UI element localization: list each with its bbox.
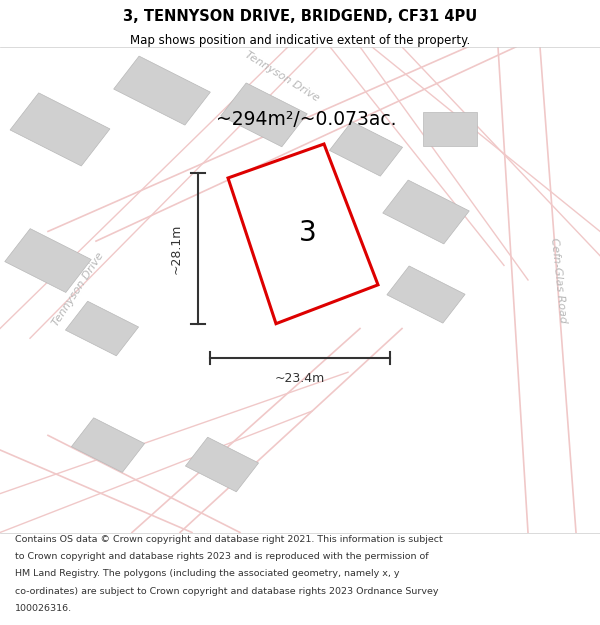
Text: 3, TENNYSON DRIVE, BRIDGEND, CF31 4PU: 3, TENNYSON DRIVE, BRIDGEND, CF31 4PU (123, 9, 477, 24)
Polygon shape (71, 418, 145, 472)
Text: Map shows position and indicative extent of the property.: Map shows position and indicative extent… (130, 34, 470, 47)
Polygon shape (113, 56, 211, 125)
Text: Tennyson Drive: Tennyson Drive (243, 49, 321, 103)
Polygon shape (423, 112, 477, 146)
Text: ~23.4m: ~23.4m (275, 372, 325, 385)
Polygon shape (65, 301, 139, 356)
Polygon shape (228, 144, 378, 324)
Text: HM Land Registry. The polygons (including the associated geometry, namely x, y: HM Land Registry. The polygons (includin… (15, 569, 400, 579)
Text: co-ordinates) are subject to Crown copyright and database rights 2023 Ordnance S: co-ordinates) are subject to Crown copyr… (15, 587, 439, 596)
Polygon shape (185, 438, 259, 492)
Text: Cefn-Glas Road: Cefn-Glas Road (548, 237, 568, 323)
Text: ~28.1m: ~28.1m (170, 223, 183, 274)
Polygon shape (10, 93, 110, 166)
Text: Contains OS data © Crown copyright and database right 2021. This information is : Contains OS data © Crown copyright and d… (15, 535, 443, 544)
Text: ~294m²/~0.073ac.: ~294m²/~0.073ac. (216, 110, 396, 129)
Text: 3: 3 (299, 219, 316, 247)
Text: 100026316.: 100026316. (15, 604, 72, 612)
Text: to Crown copyright and database rights 2023 and is reproduced with the permissio: to Crown copyright and database rights 2… (15, 552, 428, 561)
Text: Tennyson Drive: Tennyson Drive (50, 251, 106, 328)
Polygon shape (329, 122, 403, 176)
Polygon shape (383, 180, 469, 244)
Polygon shape (221, 83, 307, 147)
Polygon shape (5, 229, 91, 292)
Polygon shape (387, 266, 465, 323)
